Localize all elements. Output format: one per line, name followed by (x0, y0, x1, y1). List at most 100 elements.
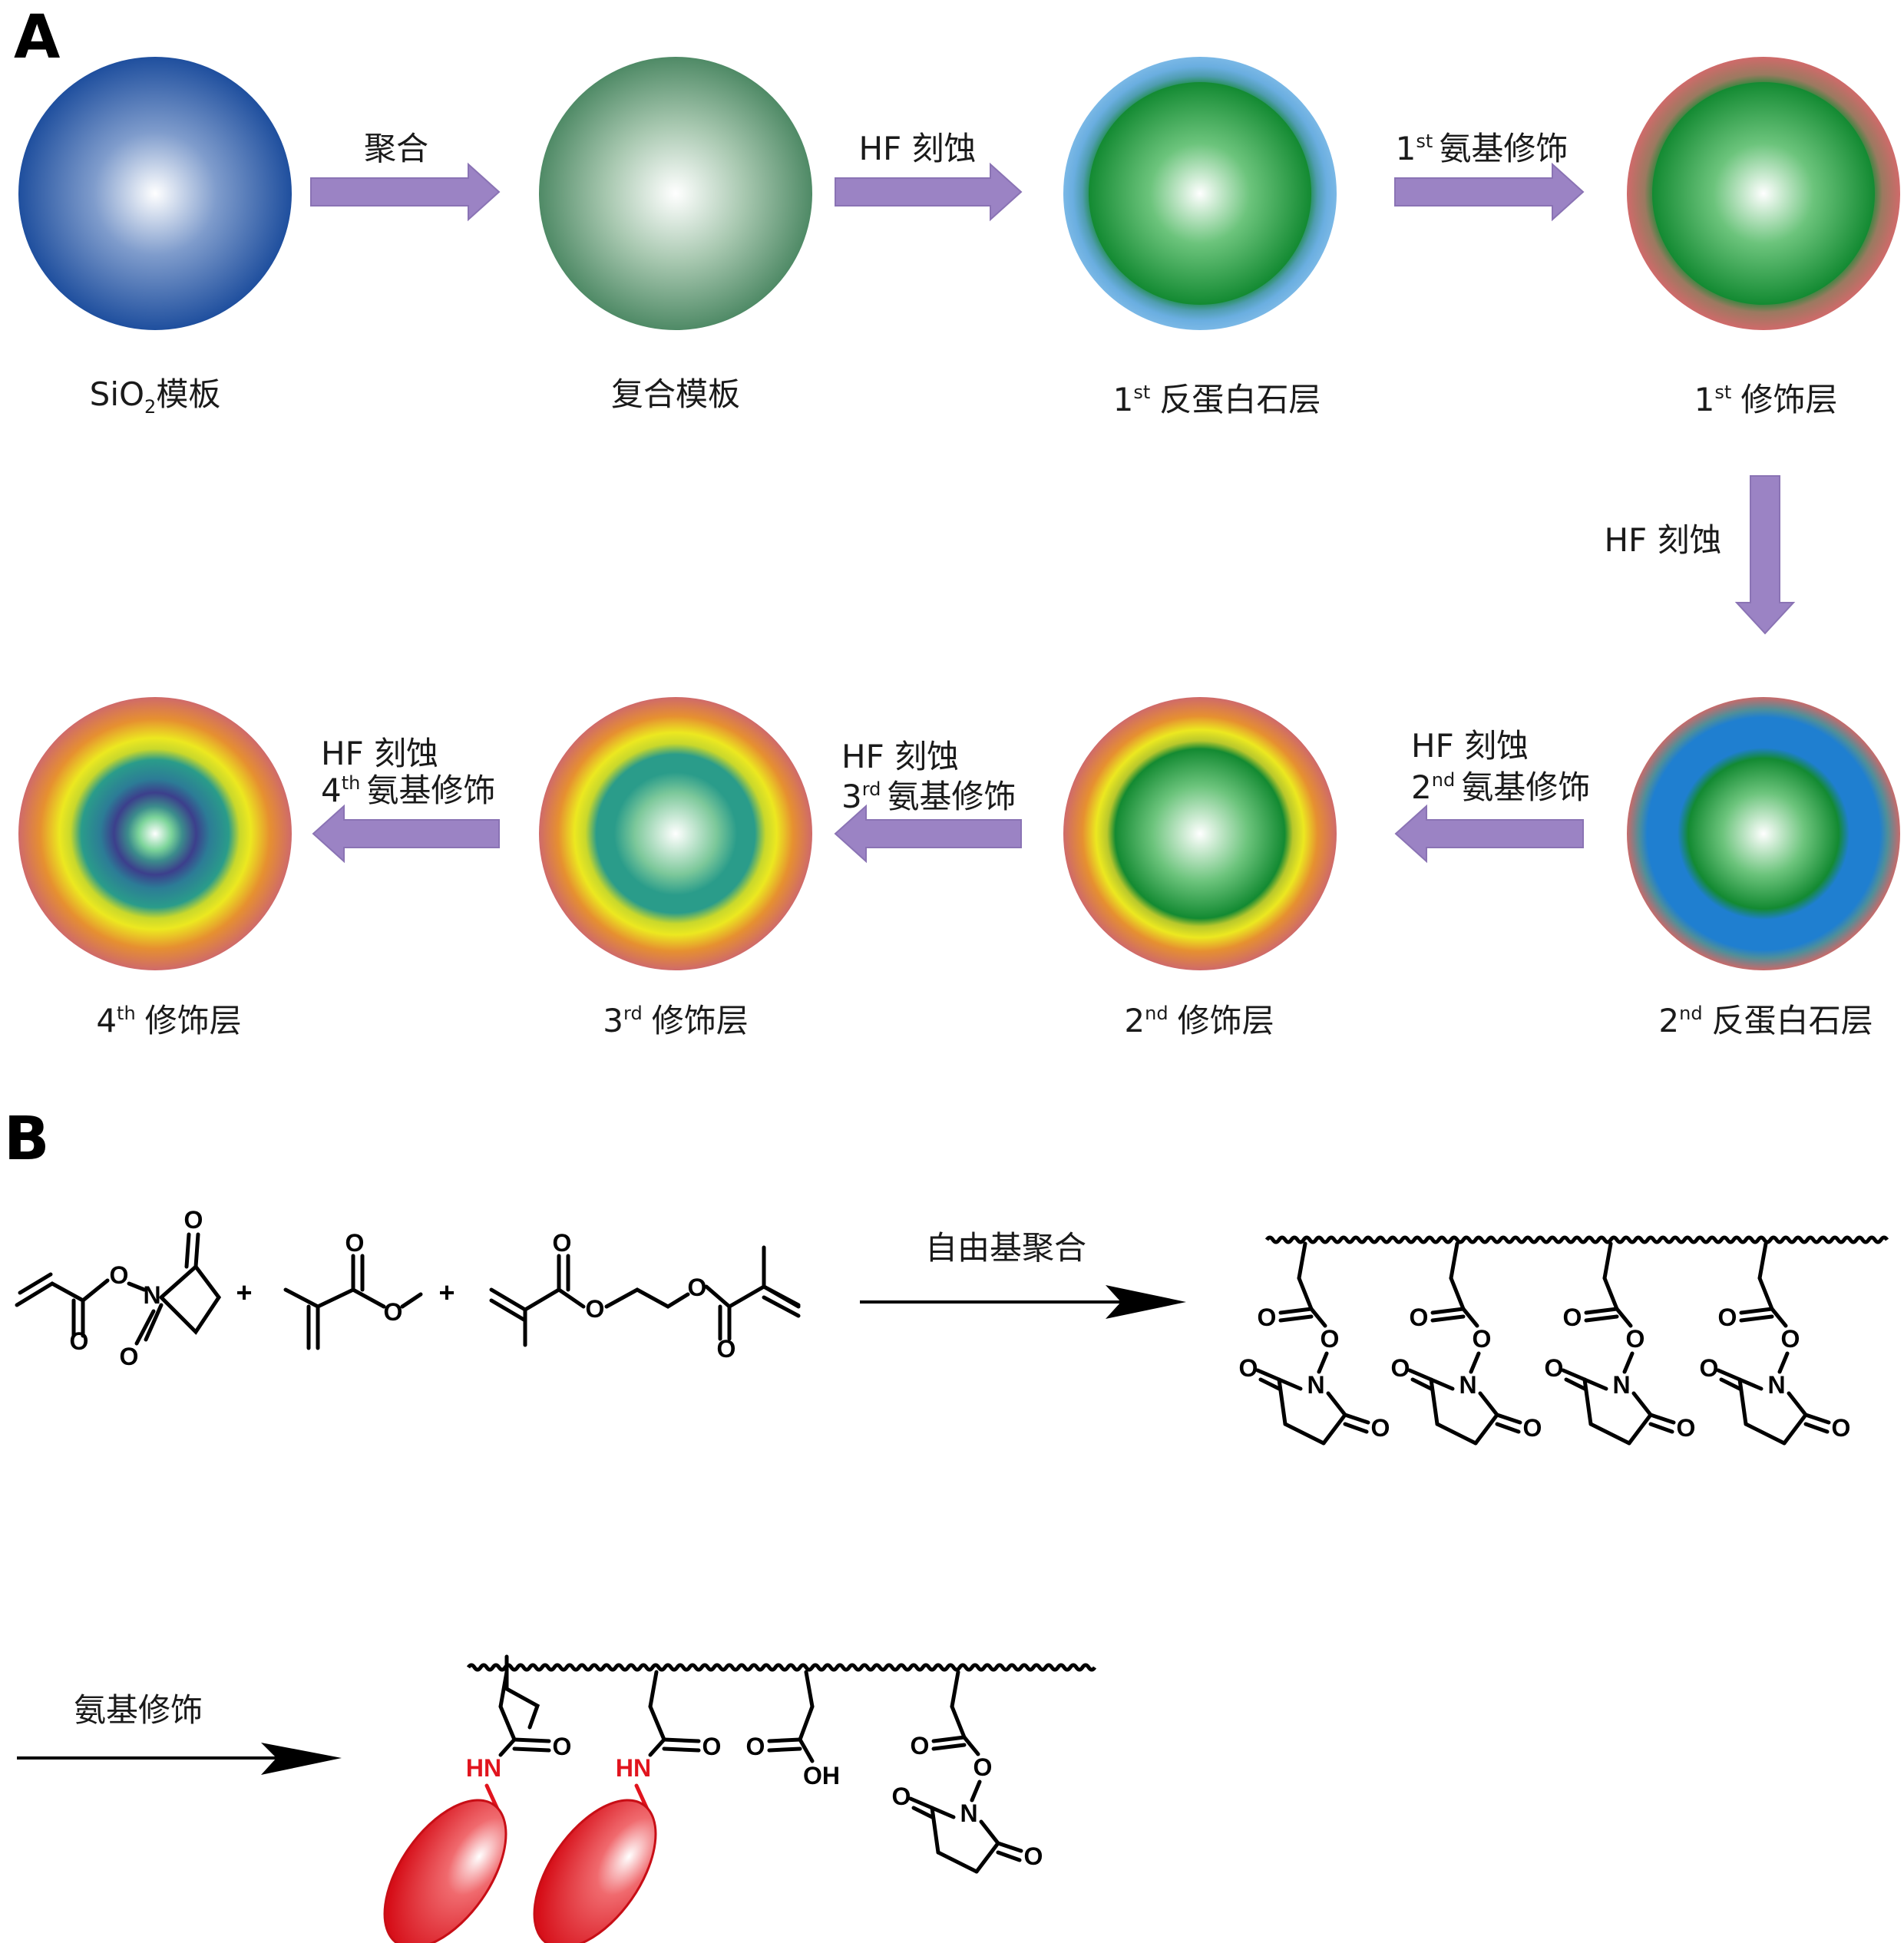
modified-layer-2-sphere (1063, 697, 1337, 970)
bond (962, 1735, 980, 1756)
arrow-label-amino-1: 1st 氨基修饰 (1396, 130, 1568, 167)
bond (1803, 1413, 1831, 1425)
bond (996, 1841, 1023, 1853)
svg-text:O: O (717, 1335, 736, 1363)
svg-text:O: O (110, 1261, 129, 1289)
bond (798, 1737, 815, 1763)
bond (1561, 1368, 1587, 1382)
opal-layer-1-core (1089, 82, 1311, 305)
carboxylic-acid-unit: O OH (746, 1670, 840, 1789)
protein-ellipse (533, 1799, 657, 1943)
atom-label: OH (803, 1762, 840, 1789)
bond (1648, 1413, 1676, 1425)
bond (1343, 1413, 1370, 1425)
label-modified-layer-1: 1st 修饰层 (1694, 381, 1838, 418)
bond (498, 1670, 509, 1709)
atom-label: HN (466, 1754, 501, 1782)
monomer-egdma-atoms: O O O O (553, 1229, 736, 1363)
svg-text:HF 刻蚀: HF 刻蚀 (1411, 727, 1529, 765)
bond (996, 1850, 1022, 1862)
bond (1787, 1391, 1808, 1417)
atom-label: O (1523, 1414, 1542, 1442)
polymer-backbone-2 (466, 1663, 1097, 1672)
bond (1615, 1307, 1633, 1328)
svg-text:O: O (120, 1343, 139, 1370)
arrow-right-1 (310, 162, 501, 222)
atom-label: N (1612, 1371, 1630, 1399)
bond (911, 1806, 934, 1819)
bond (1739, 1307, 1774, 1315)
bond (662, 1737, 701, 1743)
bond (1283, 1422, 1326, 1446)
arrow-left-2 (834, 804, 1022, 864)
arrow-left-3 (312, 804, 500, 864)
arrow-label-step-3: HF 刻蚀 3rd 氨基修饰 (841, 738, 1016, 815)
bond (1744, 1422, 1787, 1446)
bond (1343, 1422, 1369, 1434)
bond (512, 1737, 551, 1743)
protein-amide-unit: O HN (383, 1670, 571, 1943)
plus-sign-1: + (236, 1277, 252, 1308)
svg-text:O: O (384, 1298, 403, 1326)
bond (930, 1806, 940, 1855)
bond (931, 1735, 967, 1743)
arrow-down (1734, 475, 1796, 635)
bond (798, 1704, 815, 1742)
bond (974, 1841, 1000, 1874)
atom-label: O (1391, 1354, 1410, 1382)
atom-label: O (1718, 1304, 1737, 1331)
atom-label: O (1410, 1304, 1429, 1331)
label-modified-layer-2: 2nd 修饰层 (1124, 1002, 1274, 1039)
svg-text:O: O (345, 1229, 365, 1257)
bond (1297, 1241, 1307, 1280)
atom-label: N (1307, 1371, 1324, 1399)
label-opal-layer-1: 1st 反蛋白石层 (1113, 381, 1321, 418)
bond (1277, 1377, 1288, 1426)
bond (1719, 1377, 1742, 1391)
label-composite-template: 复合模板 (611, 375, 740, 413)
svg-text:O: O (586, 1295, 605, 1323)
bond (648, 1670, 659, 1709)
atom-label: O (1321, 1325, 1340, 1353)
label-modified-layer-4: 4th 修饰层 (96, 1002, 241, 1039)
bond (1737, 1377, 1764, 1391)
arrow-right-2 (835, 162, 1023, 222)
arrow-label-step-2: HF 刻蚀 2nd 氨基修饰 (1411, 727, 1590, 806)
bond (1757, 1276, 1774, 1311)
arrow-radical-polymerization (860, 1285, 1186, 1319)
bond (1648, 1422, 1674, 1434)
bond (1449, 1241, 1459, 1280)
modified-layer-3-sphere (539, 697, 812, 970)
svg-text:O: O (184, 1206, 203, 1234)
bond (767, 1746, 802, 1753)
atom-label: O (1781, 1325, 1800, 1353)
bond (1278, 1307, 1314, 1315)
arrow-label-step-4: HF 刻蚀 4th 氨基修饰 (321, 735, 495, 809)
bond (1410, 1377, 1433, 1391)
bond (648, 1704, 666, 1742)
atom-label: O (702, 1733, 722, 1760)
atom-label: O (1677, 1414, 1696, 1442)
svg-text:HF 刻蚀: HF 刻蚀 (321, 735, 438, 772)
bond (1495, 1422, 1521, 1434)
bond (1278, 1314, 1314, 1323)
bond (1321, 1413, 1347, 1446)
composite-template-sphere (539, 57, 812, 330)
label-modified-layer-3: 3rd 修饰层 (603, 1002, 748, 1039)
bond (648, 1737, 666, 1757)
protein-ellipse (383, 1799, 507, 1943)
bond (1622, 1351, 1635, 1374)
bond (908, 1796, 934, 1810)
bond (930, 1806, 956, 1819)
bond (1430, 1314, 1466, 1323)
svg-text:O: O (553, 1229, 572, 1257)
monomer-nhs-atoms: O N O O O (70, 1206, 203, 1370)
bond (1255, 1368, 1281, 1382)
label-opal-layer-2: 2nd 反蛋白石层 (1658, 1002, 1873, 1039)
bond (498, 1737, 517, 1757)
label-radical-polymerization: 自由基聚合 (925, 1229, 1086, 1267)
